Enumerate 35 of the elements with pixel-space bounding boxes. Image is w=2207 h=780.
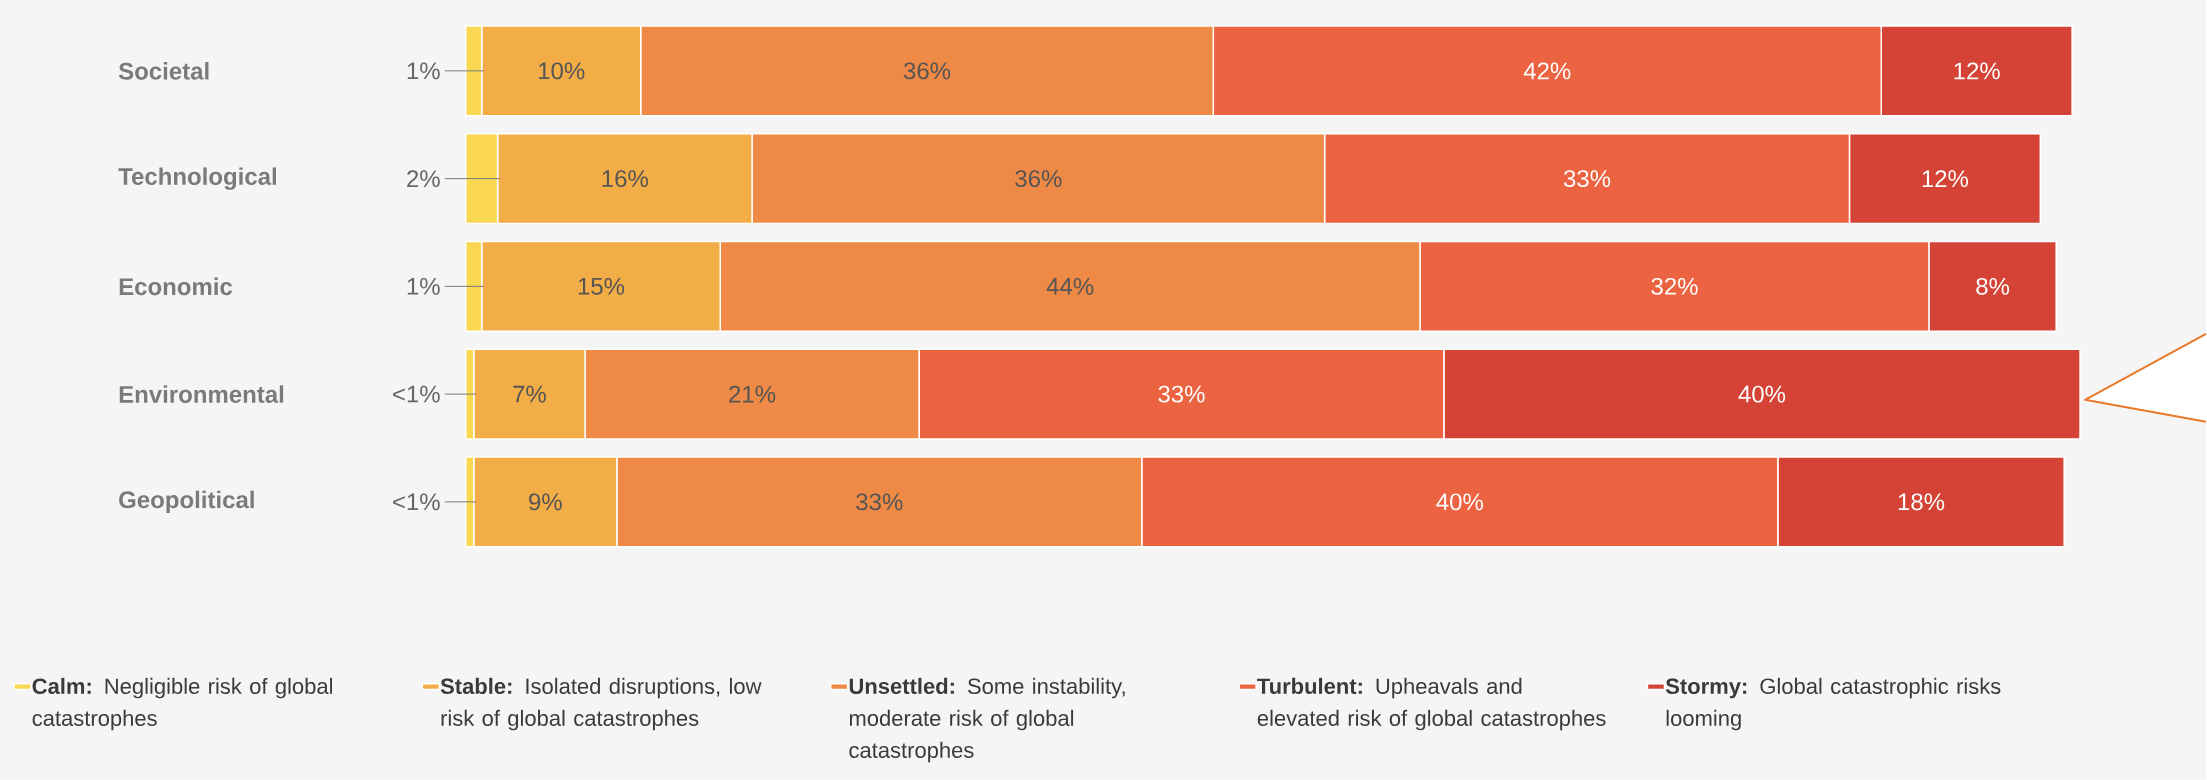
data-label: 15% bbox=[578, 278, 625, 295]
data-label: 10% bbox=[539, 62, 585, 80]
data-label: 16% bbox=[602, 170, 648, 188]
y-tick-label: Societal bbox=[118, 62, 209, 80]
data-label: 42% bbox=[1523, 62, 1571, 80]
data-label: 40% bbox=[1436, 493, 1483, 511]
y-tick-label: Environmental bbox=[119, 385, 284, 404]
y-tick-label: Geopolitical bbox=[119, 490, 254, 514]
y-tick-label: Technological bbox=[118, 167, 276, 191]
data-label: 33% bbox=[856, 493, 903, 511]
data-label: 7% bbox=[513, 385, 546, 403]
data-label: 1% bbox=[407, 278, 440, 295]
data-label: 8% bbox=[1976, 278, 2010, 296]
legend-label: Turbulent: Upheavals and elevated risk of global catastrophes bbox=[1257, 678, 1606, 731]
legend-label: Unsettled: Some instability, moderate risk of global catastrophes bbox=[849, 678, 1125, 763]
data-label: 33% bbox=[1158, 385, 1205, 403]
data-label: 1% bbox=[407, 62, 440, 80]
data-label: 9% bbox=[529, 493, 562, 511]
data-label: 18% bbox=[1898, 493, 1945, 511]
data-label: 32% bbox=[1651, 278, 1698, 296]
data-label: 44% bbox=[1046, 278, 1094, 295]
data-label: <1% bbox=[393, 385, 440, 403]
data-label: 2% bbox=[407, 170, 440, 188]
legend-label: Stormy: Global catastrophic risks looming bbox=[1665, 678, 2001, 731]
data-label: 12% bbox=[1922, 170, 1969, 188]
legend-label: Stable: Isolated disruptions, low risk of global catastrophes bbox=[440, 678, 762, 731]
data-label: 36% bbox=[1015, 170, 1062, 188]
data-label: 33% bbox=[1563, 170, 1611, 188]
data-label: 40% bbox=[1738, 385, 1786, 403]
y-tick-label: Economic bbox=[119, 277, 233, 296]
data-label: 21% bbox=[729, 385, 776, 403]
legend-label: Calm: Negligible risk of global catastrophes bbox=[32, 678, 333, 731]
data-label: 36% bbox=[903, 62, 951, 80]
data-label: <1% bbox=[393, 493, 440, 511]
data-label: 12% bbox=[1954, 62, 2000, 80]
